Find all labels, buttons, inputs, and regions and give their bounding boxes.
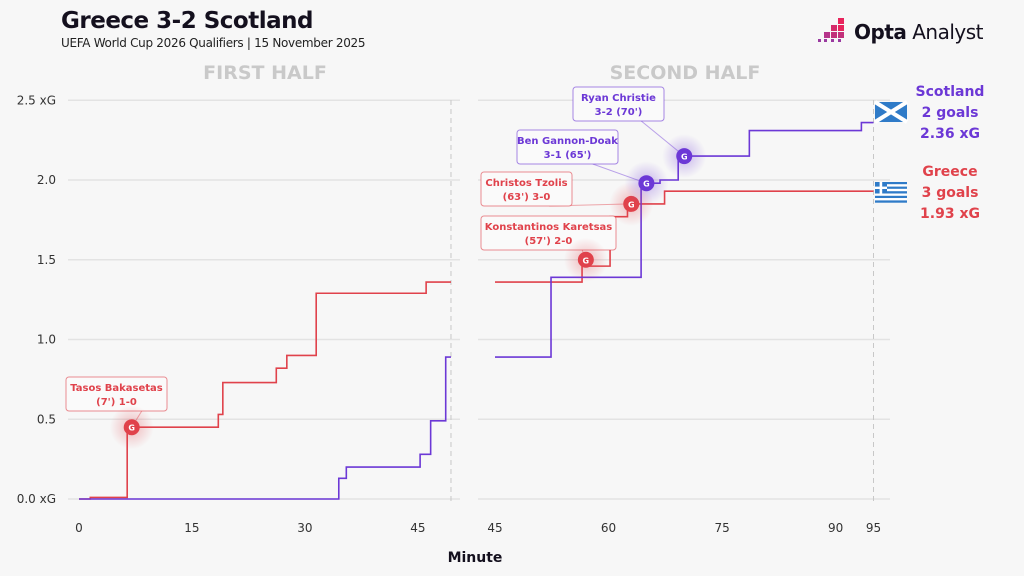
flag-cross [875, 186, 887, 189]
greece-flag-icon [875, 182, 907, 203]
flag-stripe [875, 195, 907, 199]
flag-stripe [875, 184, 907, 187]
goal-score-label: (63') 3-0 [503, 192, 551, 203]
goal-marker-scotland [676, 148, 693, 165]
scotland-flag-icon [873, 100, 909, 124]
opta-analyst-logo: Opta Analyst [818, 18, 984, 46]
flag-stripe [875, 182, 907, 185]
legend-team-name: Scotland [916, 84, 985, 100]
x-tick-label: 95 [866, 521, 881, 535]
y-tick-label: 0.0 xG [17, 492, 56, 506]
x-tick-label: 45 [410, 521, 425, 535]
flag-stripe [875, 198, 907, 201]
panel-title-first-half: FIRST HALF [203, 62, 327, 84]
goal-scorer-label: Tasos Bakasetas [70, 383, 163, 394]
goal-score-label: (7') 1-0 [96, 397, 137, 408]
flag-stripe [875, 200, 907, 203]
goal-score-label: (57') 2-0 [525, 236, 573, 247]
x-tick-label: 75 [714, 521, 729, 535]
goal-marker-scotland [638, 175, 655, 192]
goal-scorer-label: Christos Tzolis [485, 178, 567, 189]
x-tick-label: 90 [828, 521, 843, 535]
goal-marker-text: G [681, 153, 688, 162]
legend-xg: 1.93 xG [920, 206, 980, 222]
goal-marker-text: G [628, 200, 635, 209]
flag-saltire [873, 100, 909, 124]
y-tick-label: 2.5 xG [17, 93, 56, 107]
y-tick-label: 1.5 [37, 253, 56, 267]
legend-goals: 3 goals [922, 185, 979, 201]
logo-brand-bold: Opta [854, 20, 907, 44]
goal-marker-text: G [643, 180, 650, 189]
x-tick-label: 0 [75, 521, 83, 535]
scotland-xg-line [495, 121, 874, 358]
goal-marker-text: G [128, 424, 135, 433]
goal-scorer-label: Ryan Christie [581, 93, 656, 104]
goal-score-label: 3-2 (70') [595, 107, 643, 118]
panel-title-second-half: SECOND HALF [610, 62, 761, 84]
goal-marker-text: G [583, 256, 590, 265]
flag-stripe [875, 186, 907, 189]
greece-xg-line [79, 281, 451, 500]
x-tick-label: 15 [184, 521, 199, 535]
logo-brand-light: Analyst [912, 20, 984, 44]
x-tick-label: 45 [487, 521, 502, 535]
opta-bars-icon [818, 18, 844, 42]
chart-title: Greece 3-2 Scotland [61, 8, 313, 34]
goal-annotation-box [572, 86, 665, 122]
y-tick-label: 1.0 [37, 333, 56, 347]
x-tick-label: 30 [297, 521, 312, 535]
goal-marker-greece [577, 251, 594, 268]
flag-stripe [875, 188, 907, 192]
chart-subtitle: UEFA World Cup 2026 Qualifiers | 15 Nove… [61, 36, 366, 50]
x-axis-label: Minute [448, 550, 503, 566]
y-tick-label: 0.5 [37, 412, 56, 426]
x-tick-label: 60 [601, 521, 616, 535]
goal-annotation-box [480, 171, 573, 207]
scotland-xg-line [79, 356, 451, 500]
goal-marker-greece [123, 419, 140, 436]
legend-goals: 2 goals [922, 105, 979, 121]
flag-stripe [875, 191, 907, 194]
y-tick-label: 2.0 [37, 173, 56, 187]
goal-score-label: 3-1 (65') [544, 150, 592, 161]
flag-stripe [875, 193, 907, 196]
goal-scorer-label: Konstantinos Karetsas [485, 222, 612, 233]
legend-xg: 2.36 xG [920, 126, 980, 142]
goal-scorer-label: Ben Gannon-Doak [517, 136, 618, 147]
legend-team-name: Greece [922, 164, 977, 180]
goal-annotation-box [65, 376, 168, 412]
goal-annotation-box [516, 129, 619, 165]
